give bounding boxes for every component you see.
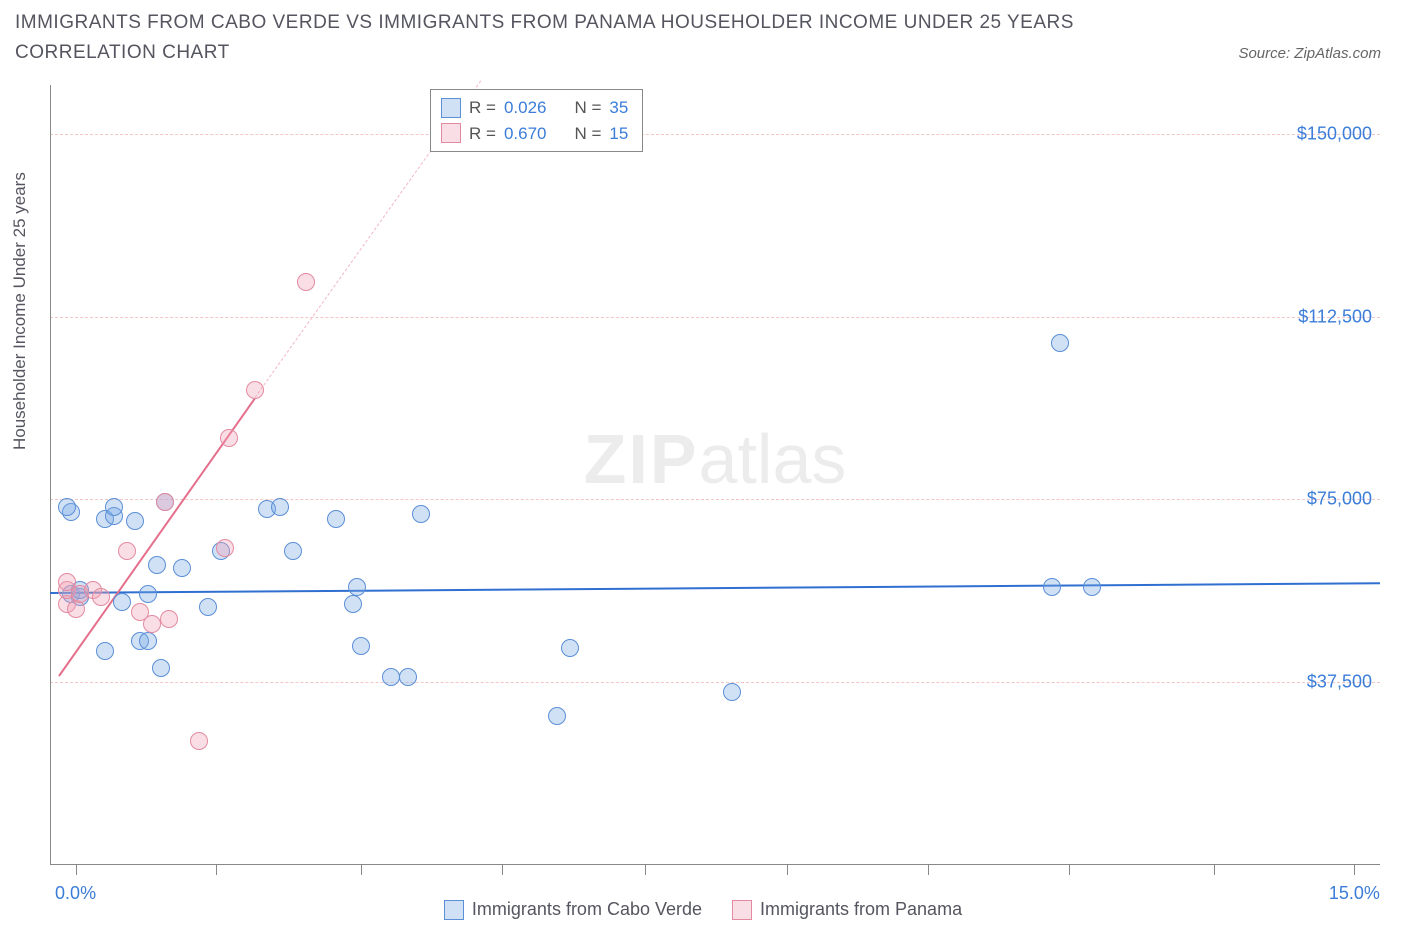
legend-item: Immigrants from Cabo Verde [444, 899, 702, 920]
x-tick-mark [1214, 865, 1215, 875]
legend-swatch [441, 98, 461, 118]
legend-n-label: N = [574, 95, 601, 121]
data-point [139, 585, 157, 603]
data-point [348, 578, 366, 596]
data-point [190, 732, 208, 750]
legend-swatch [732, 900, 752, 920]
stats-legend: R = 0.026 N = 35 R = 0.670 N = 15 [430, 89, 643, 152]
gridline [50, 682, 1380, 683]
data-point [344, 595, 362, 613]
data-point [173, 559, 191, 577]
legend-label: Immigrants from Cabo Verde [472, 899, 702, 920]
x-tick-mark [787, 865, 788, 875]
data-point [246, 381, 264, 399]
x-axis-line [50, 864, 1380, 865]
data-point [327, 510, 345, 528]
data-point [199, 598, 217, 616]
data-point [216, 539, 234, 557]
legend-r-value: 0.026 [504, 95, 547, 121]
trend-line [50, 582, 1380, 594]
y-tick-label: $37,500 [1307, 672, 1372, 693]
data-point [118, 542, 136, 560]
x-tick-mark [361, 865, 362, 875]
data-point [284, 542, 302, 560]
data-point [113, 593, 131, 611]
legend-n-value: 15 [609, 121, 628, 147]
y-axis-line [50, 85, 51, 865]
y-axis-label: Householder Income Under 25 years [10, 172, 30, 450]
x-tick-mark [216, 865, 217, 875]
x-tick-mark [645, 865, 646, 875]
data-point [92, 588, 110, 606]
data-point [1043, 578, 1061, 596]
data-point [1083, 578, 1101, 596]
y-tick-label: $75,000 [1307, 489, 1372, 510]
y-tick-label: $150,000 [1297, 123, 1372, 144]
data-point [297, 273, 315, 291]
stats-legend-row: R = 0.026 N = 35 [441, 95, 628, 121]
data-point [399, 668, 417, 686]
x-tick-mark [928, 865, 929, 875]
data-point [271, 498, 289, 516]
scatter-plot: ZIPatlas $37,500 $75,000 $112,500 $150,000 0… [50, 85, 1380, 865]
data-point [548, 707, 566, 725]
data-point [160, 610, 178, 628]
gridline [50, 499, 1380, 500]
x-tick-mark [1354, 865, 1355, 875]
legend-swatch [444, 900, 464, 920]
stats-legend-row: R = 0.670 N = 15 [441, 121, 628, 147]
data-point [139, 632, 157, 650]
data-point [156, 493, 174, 511]
legend-swatch [441, 123, 461, 143]
data-point [96, 642, 114, 660]
data-point [352, 637, 370, 655]
x-tick-mark [76, 865, 77, 875]
series-legend: Immigrants from Cabo Verde Immigrants fro… [0, 899, 1406, 920]
watermark: ZIPatlas [584, 419, 847, 499]
data-point [382, 668, 400, 686]
data-point [126, 512, 144, 530]
data-point [220, 429, 238, 447]
legend-label: Immigrants from Panama [760, 899, 962, 920]
legend-n-value: 35 [609, 95, 628, 121]
data-point [561, 639, 579, 657]
chart-title: IMMIGRANTS FROM CABO VERDE VS IMMIGRANTS… [15, 8, 1206, 69]
legend-n-label: N = [574, 121, 601, 147]
y-tick-label: $112,500 [1298, 306, 1372, 327]
data-point [723, 683, 741, 701]
legend-item: Immigrants from Panama [732, 899, 962, 920]
gridline [50, 317, 1380, 318]
data-point [148, 556, 166, 574]
legend-r-label: R = [469, 95, 496, 121]
x-tick-mark [502, 865, 503, 875]
data-point [412, 505, 430, 523]
data-point [152, 659, 170, 677]
legend-r-label: R = [469, 121, 496, 147]
data-point [1051, 334, 1069, 352]
legend-r-value: 0.670 [504, 121, 547, 147]
data-point [58, 498, 76, 516]
source-credit: Source: ZipAtlas.com [1238, 45, 1381, 62]
data-point [143, 615, 161, 633]
x-tick-mark [1069, 865, 1070, 875]
data-point [105, 498, 123, 516]
gridline [50, 134, 1380, 135]
